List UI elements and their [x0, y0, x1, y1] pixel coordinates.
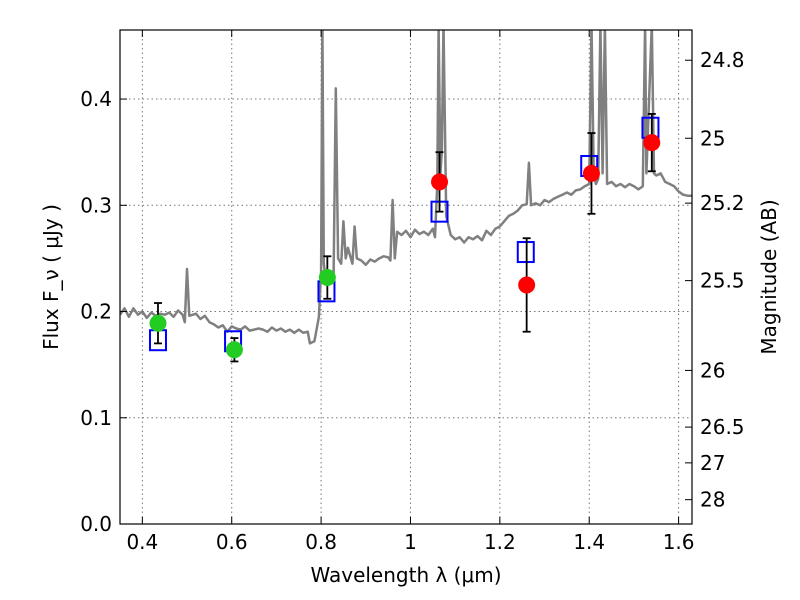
x-tick-label: 1 [404, 530, 417, 554]
y-tick-label: 0.4 [80, 87, 112, 111]
x-tick-label: 1.2 [484, 530, 516, 554]
observed-flux-point [318, 269, 336, 287]
x-tick-label: 1.4 [573, 530, 605, 554]
plot-frame [119, 29, 693, 525]
y-tick-label: 0.1 [80, 406, 112, 430]
y-tick-label: 0.3 [80, 193, 112, 217]
plot-area [120, 30, 692, 363]
x-tick-label: 0.4 [126, 530, 158, 554]
y-tick-label: 0.2 [80, 300, 112, 324]
observed-flux-point [149, 314, 167, 332]
y2-axis-title: Magnitude (AB) [757, 199, 781, 354]
y2-tick-label: 26.5 [700, 415, 745, 439]
x-tick-label: 1.6 [663, 530, 695, 554]
observed-flux-point [518, 276, 536, 294]
x-tick-label: 0.6 [216, 530, 248, 554]
observed-flux-point [225, 341, 243, 359]
y2-tick-label: 28 [700, 488, 725, 512]
y-axis-title: Flux F_ν ( μJy ) [39, 204, 63, 350]
y2-tick-label: 25.2 [700, 191, 745, 215]
y2-tick-label: 27 [700, 451, 725, 475]
observed-flux-point [431, 173, 449, 191]
axis-ticks: 0.4 0.6 0.8 1 1.2 1.4 1.6 0.0 0.1 0.2 0.3 0.4 24.8 25… [80, 30, 745, 554]
observed-flux-point [643, 134, 661, 152]
y2-tick-label: 25.5 [700, 269, 745, 293]
observed-flux-point [582, 164, 600, 182]
x-axis-title: Wavelength λ (μm) [310, 563, 501, 587]
x-tick-label: 0.8 [305, 530, 337, 554]
y2-tick-label: 25 [700, 126, 725, 150]
y2-tick-label: 26 [700, 358, 725, 382]
y-tick-label: 0.0 [80, 512, 112, 536]
y2-tick-label: 24.8 [700, 48, 745, 72]
